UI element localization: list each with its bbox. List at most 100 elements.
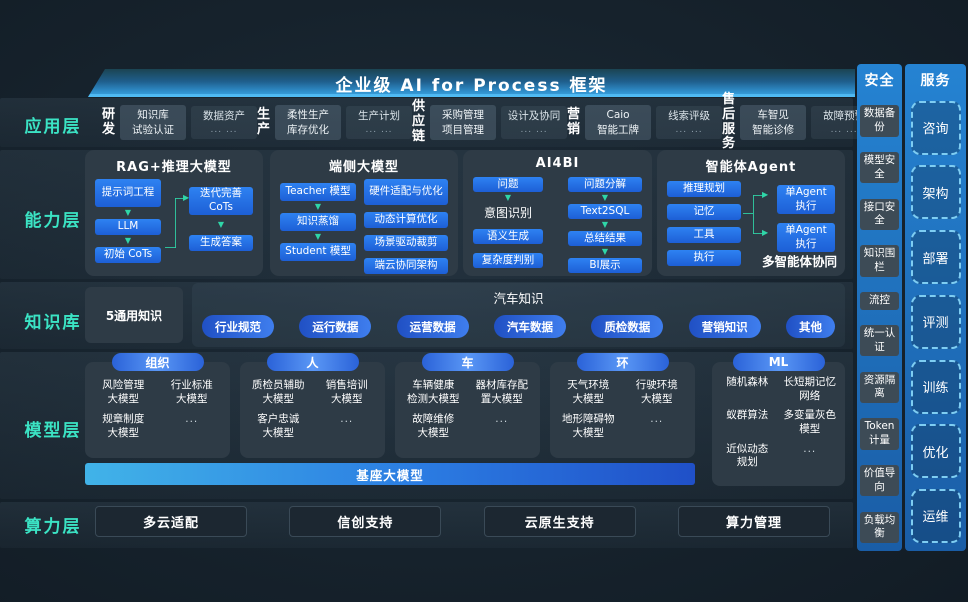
connector-line xyxy=(175,198,184,199)
general-knowledge-box: 5通用知识 xyxy=(85,287,183,343)
model-line: ... xyxy=(185,413,199,426)
agent-exec-box: 单Agent执行 xyxy=(777,223,835,252)
rag-flow-left: 提示词工程 ▼ LLM ▼ 初始 CoTs xyxy=(95,179,161,263)
band-application xyxy=(0,98,853,147)
label-knowledge-layer: 知识库 xyxy=(24,313,82,333)
app-box-line: 试验认证 xyxy=(132,123,175,136)
arrow-down-icon: ▼ xyxy=(314,202,322,211)
app-box: 车智见 智能诊修 xyxy=(740,104,807,141)
ai4bi-panel: AI4BI 问题 ▼ 意图识别 语义生成 复杂度判别 问题分解 ▼ Text2S… xyxy=(463,150,652,276)
model-line: 大模型 xyxy=(572,426,605,439)
app-box-line: 智能诊修 xyxy=(752,123,795,136)
model-item: 地形障碍物 大模型 xyxy=(554,413,623,440)
edge-model-panel: 端侧大模型 Teacher 模型 ▼ 知识蒸馏 ▼ Student 模型 硬件适… xyxy=(270,150,458,276)
model-line: 行业标准 xyxy=(170,379,213,391)
security-item: 数据备份 xyxy=(860,105,899,137)
model-line: 多变量灰色 xyxy=(783,409,837,422)
rag-panel: RAG+推理大模型 提示词工程 ▼ LLM ▼ 初始 CoTs 迭代完善CoTs… xyxy=(85,150,263,276)
model-item: 随机森林 xyxy=(716,376,779,403)
flow-box: 总结结果 xyxy=(568,231,642,246)
flow-step-text: 意图识别 xyxy=(483,206,532,220)
app-box-line: 数据资产 xyxy=(203,109,246,122)
model-group-ml: ML 随机森林 长短期记忆 网络 蚁群算法 多变量灰色 模型 近似动态 规划 ... xyxy=(712,353,845,486)
model-line: 随机森林 xyxy=(726,376,769,388)
model-line: 蚁群算法 xyxy=(726,409,769,422)
ai4bi-panel-title: AI4BI xyxy=(535,156,580,171)
compute-row: 多云适配 信创支持 云原生支持 算力管理 xyxy=(95,506,830,537)
model-item: 规章制度 大模型 xyxy=(89,413,158,440)
arrow-down-icon: ▼ xyxy=(504,193,512,202)
model-group-pill: ML xyxy=(732,353,825,371)
model-item: 风险管理 大模型 xyxy=(89,379,158,406)
app-group-name: 售后 服务 xyxy=(722,91,736,152)
model-group-pill: 环 xyxy=(576,353,669,371)
compute-box: 算力管理 xyxy=(677,506,830,537)
model-item: 车辆健康 检测大模型 xyxy=(399,379,468,406)
app-box-line: Caio xyxy=(606,108,630,121)
app-box-line: ... ... xyxy=(675,124,703,135)
knowledge-pill-row: 行业规范 运行数据 运营数据 汽车数据 质检数据 营销知识 其他 xyxy=(192,307,845,338)
compute-box: 信创支持 xyxy=(289,506,442,537)
arrow-down-icon: ▼ xyxy=(601,193,609,202)
agent-right-stack: 单Agent执行 单Agent执行 xyxy=(777,185,835,266)
app-box: 柔性生产 库存优化 xyxy=(275,104,342,141)
security-column: 安全 数据备份 模型安全 接口安全 知识围栏 流控 统一认证 资源隔离 Toke… xyxy=(857,64,902,551)
model-item: ... xyxy=(468,413,537,440)
knowledge-pill: 运营数据 xyxy=(396,315,469,338)
model-line: 置大模型 xyxy=(480,392,523,405)
knowledge-pill: 其他 xyxy=(785,315,835,338)
agent-left-stack: 推理规划 记忆 工具 执行 xyxy=(667,181,741,266)
app-box: 设计及协同 ... ... xyxy=(501,105,568,140)
app-box-line: 智能工牌 xyxy=(597,123,640,136)
security-item: 流控 xyxy=(860,292,899,310)
model-line: 大模型 xyxy=(331,392,363,405)
connector-line xyxy=(175,198,176,248)
app-box-line: 生产计划 xyxy=(358,109,401,122)
flow-box: Text2SQL xyxy=(568,204,642,219)
arrow-down-icon: ▼ xyxy=(124,236,132,245)
arrow-down-icon: ▼ xyxy=(124,208,132,217)
model-grid: 质检员辅助 大模型 销售培训 大模型 客户忠诚 大模型 ... xyxy=(240,362,385,447)
auto-knowledge-title: 汽车知识 xyxy=(493,291,544,306)
model-line: 车辆健康 xyxy=(412,379,455,391)
model-item: 销售培训 大模型 xyxy=(313,379,382,406)
service-item: 评测 xyxy=(910,294,961,349)
model-line: 长短期记忆 xyxy=(783,376,837,388)
app-box-line: 柔性生产 xyxy=(287,108,330,121)
model-group-people: 人 质检员辅助 大模型 销售培训 大模型 客户忠诚 大模型 ... xyxy=(240,353,385,458)
model-line: 规章制度 xyxy=(102,413,145,426)
connector-line xyxy=(743,213,753,214)
model-line: 风险管理 xyxy=(102,379,145,391)
foundation-model-bar: 基座大模型 xyxy=(85,463,695,485)
model-line: 模型 xyxy=(799,422,821,435)
model-group-pill: 人 xyxy=(266,353,359,371)
model-line: 规划 xyxy=(736,456,758,469)
model-grid: 随机森林 长短期记忆 网络 蚁群算法 多变量灰色 模型 近似动态 规划 ... xyxy=(712,362,845,476)
agent-columns: 推理规划 记忆 工具 执行 单Agent执行 单Agent执行 xyxy=(657,175,845,266)
knowledge-pill: 行业规范 xyxy=(202,315,274,338)
app-box-line: 车智见 xyxy=(757,108,789,121)
model-line: 大模型 xyxy=(107,426,140,439)
auto-knowledge-panel: 汽车知识 行业规范 运行数据 运营数据 汽车数据 质检数据 营销知识 其他 xyxy=(192,283,845,347)
model-item: ... xyxy=(779,443,842,470)
stack-box: 动态计算优化 xyxy=(364,212,448,228)
rag-panel-title: RAG+推理大模型 xyxy=(116,160,232,175)
app-box: 知识库 试验认证 xyxy=(120,104,187,141)
app-box-line: 线索评级 xyxy=(668,109,711,122)
service-item: 运维 xyxy=(910,488,961,543)
security-item: 价值导向 xyxy=(860,464,899,497)
flow-box: 语义生成 xyxy=(473,229,543,245)
ai4bi-right: 问题分解 ▼ Text2SQL ▼ 总结结果 ▼ BI展示 xyxy=(568,177,642,273)
model-line: ... xyxy=(340,413,354,426)
flow-box: 迭代完善CoTs xyxy=(189,187,253,215)
security-item: 统一认证 xyxy=(860,325,899,357)
model-line: 质检员辅助 xyxy=(252,379,305,391)
service-item: 部署 xyxy=(910,230,961,285)
knowledge-pill: 运行数据 xyxy=(299,315,372,338)
model-line: ... xyxy=(803,442,817,455)
model-item: ... xyxy=(623,413,692,440)
model-line: 销售培训 xyxy=(325,379,368,391)
edge-flow-left: Teacher 模型 ▼ 知识蒸馏 ▼ Student 模型 xyxy=(280,183,356,274)
app-group-marketing: 营销 Caio 智能工牌 线索评级 ... ... xyxy=(567,104,723,141)
